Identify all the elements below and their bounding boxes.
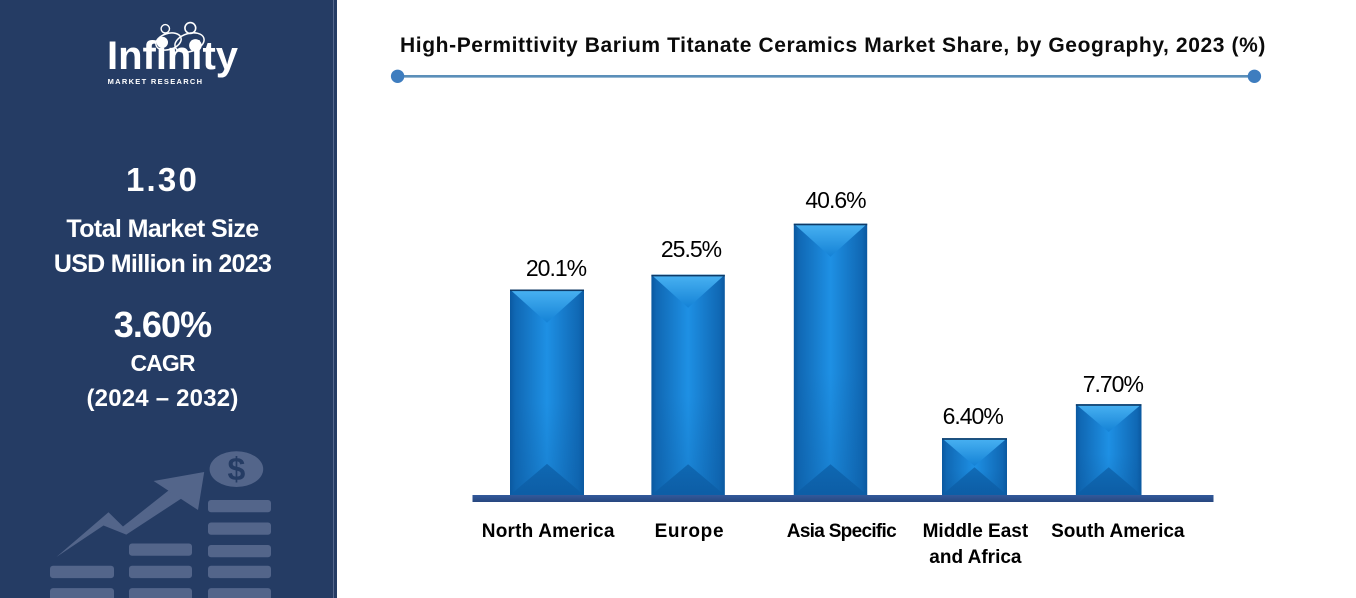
- svg-text:$: $: [228, 451, 246, 487]
